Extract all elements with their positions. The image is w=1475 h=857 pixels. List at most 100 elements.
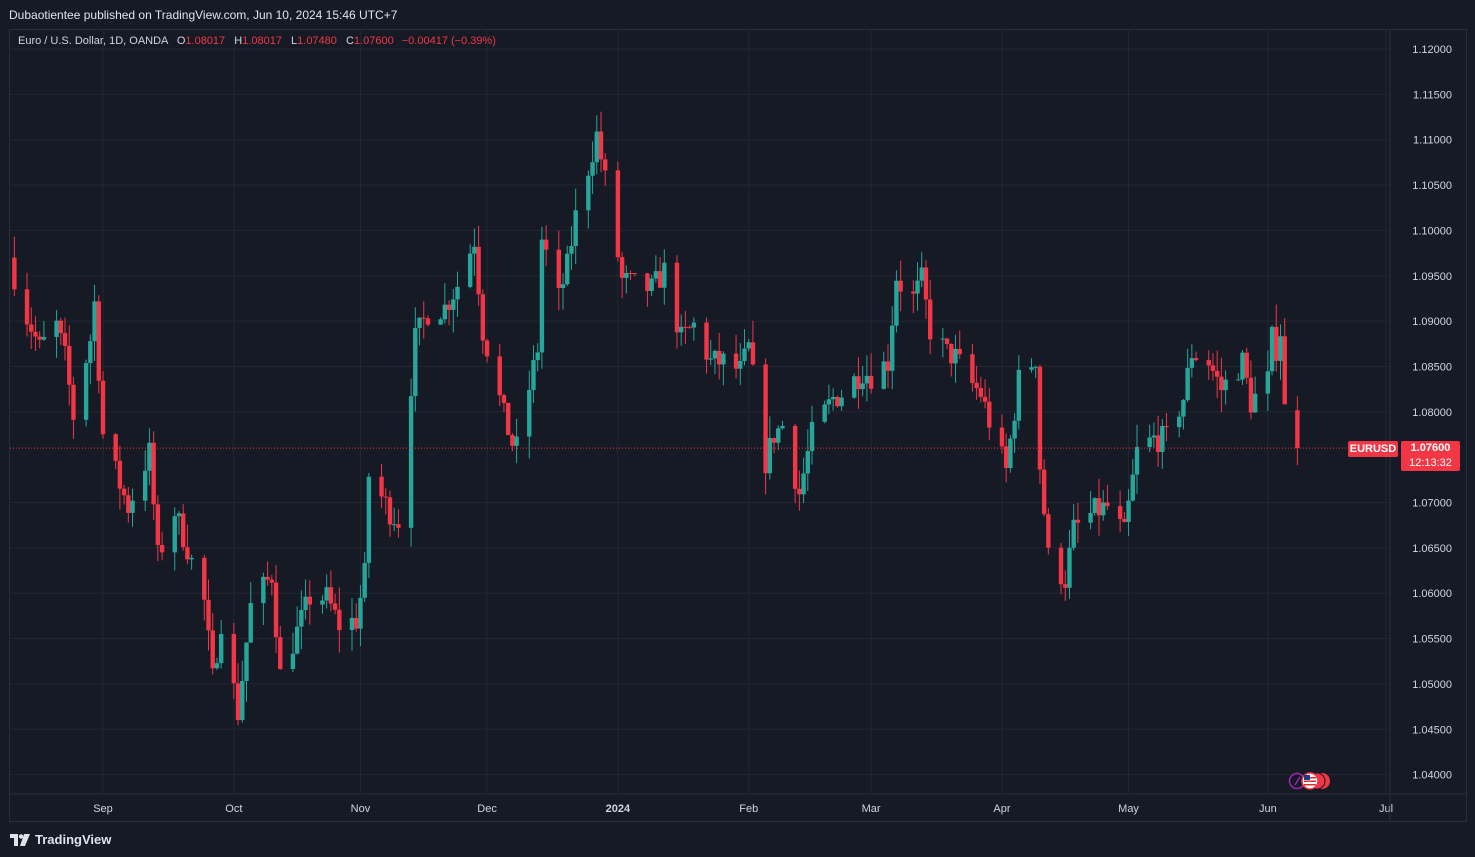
candle: [100, 371, 106, 439]
candle-body: [704, 322, 709, 360]
candle-body: [1075, 519, 1081, 523]
candle-body: [683, 326, 688, 328]
candle: [746, 338, 751, 352]
candle-body: [379, 476, 384, 497]
candle-body: [763, 364, 768, 474]
candle-body: [987, 401, 992, 428]
candle: [569, 226, 574, 270]
candle-body: [940, 338, 946, 340]
candle-body: [746, 342, 751, 349]
candle: [362, 551, 367, 603]
candle: [894, 270, 899, 333]
candle-body: [978, 388, 984, 397]
candle-body: [1269, 326, 1275, 372]
candle-body: [505, 402, 511, 435]
candle: [12, 236, 17, 296]
candle-body: [442, 304, 448, 320]
candle-body: [856, 376, 861, 390]
candle: [1016, 355, 1022, 430]
y-tick-label: 1.06000: [1412, 588, 1452, 600]
candle-body: [1274, 326, 1279, 361]
candle: [1105, 484, 1110, 511]
candle: [58, 317, 63, 345]
candle: [328, 570, 334, 612]
candle: [662, 249, 667, 305]
header: Dubaotientee published on TradingView.co…: [0, 0, 1475, 30]
x-tick-label: Nov: [351, 803, 371, 815]
legend-close-value: 1.07600: [353, 35, 394, 47]
y-tick-label: 1.12000: [1412, 44, 1452, 56]
candle-body: [176, 513, 182, 517]
candle: [349, 598, 355, 651]
candle: [704, 317, 709, 374]
candle: [337, 587, 342, 653]
candle-body: [742, 348, 747, 362]
candle: [771, 437, 777, 454]
candle-body: [117, 460, 123, 489]
candle-body: [261, 576, 266, 604]
candle-body: [328, 587, 334, 604]
candle-body: [535, 352, 540, 361]
candle: [852, 373, 857, 399]
candle: [603, 153, 608, 186]
y-tick-label: 1.05500: [1412, 634, 1452, 646]
candle-body: [797, 488, 802, 495]
economic-events[interactable]: [1288, 772, 1332, 790]
candle-body: [185, 547, 190, 560]
candle: [514, 418, 519, 464]
candle-body: [1012, 420, 1017, 439]
candle: [1151, 422, 1157, 448]
candle-body: [569, 246, 574, 254]
candle: [151, 431, 156, 520]
x-tick-label: Sep: [93, 803, 113, 815]
candle: [797, 470, 802, 511]
publish-line: Dubaotientee published on TradingView.co…: [9, 8, 398, 22]
candle: [653, 255, 659, 283]
candle: [683, 310, 688, 344]
candle-body: [586, 175, 591, 211]
candle: [248, 582, 253, 643]
candle-body: [927, 299, 933, 340]
candle: [278, 625, 283, 670]
candle: [244, 642, 249, 702]
symbol-price-tag: EURUSD: [1348, 441, 1398, 457]
candle-body: [944, 338, 950, 344]
candle: [88, 334, 93, 385]
candle-body: [113, 434, 118, 461]
candle: [1236, 373, 1241, 381]
candle-body: [54, 320, 59, 337]
candle-body: [33, 331, 38, 337]
x-tick-label: Oct: [225, 803, 242, 815]
candle-body: [674, 262, 680, 333]
candle: [1046, 507, 1051, 555]
candle: [1092, 497, 1097, 516]
candle: [214, 657, 220, 670]
candle-body: [29, 324, 34, 332]
candle: [594, 115, 599, 175]
candle: [354, 603, 359, 632]
symbol-legend[interactable]: Euro / U.S. Dollar, 1D, OANDA O1.08017 H…: [18, 35, 496, 47]
candle-body: [130, 500, 135, 513]
candle-body: [438, 319, 443, 325]
candle-body: [776, 428, 781, 443]
candle-body: [1063, 584, 1068, 588]
candle-body: [733, 353, 739, 369]
candle: [531, 345, 536, 403]
y-tick-label: 1.04500: [1412, 724, 1452, 736]
y-tick-label: 1.08000: [1412, 407, 1452, 419]
candle: [240, 660, 245, 723]
candle-body: [299, 609, 304, 627]
candle: [425, 315, 431, 327]
candle-body: [1046, 514, 1051, 548]
candle-body: [1058, 547, 1064, 585]
candle: [957, 330, 962, 359]
candle: [1075, 503, 1081, 543]
candle-body: [1147, 437, 1152, 448]
legend-open-value: 1.08017: [185, 35, 226, 47]
candle-body: [565, 253, 570, 285]
tradingview-logo[interactable]: TradingView: [10, 832, 111, 847]
candle-body: [235, 683, 241, 721]
candle-body: [451, 299, 456, 310]
chart-area[interactable]: [9, 29, 1467, 822]
